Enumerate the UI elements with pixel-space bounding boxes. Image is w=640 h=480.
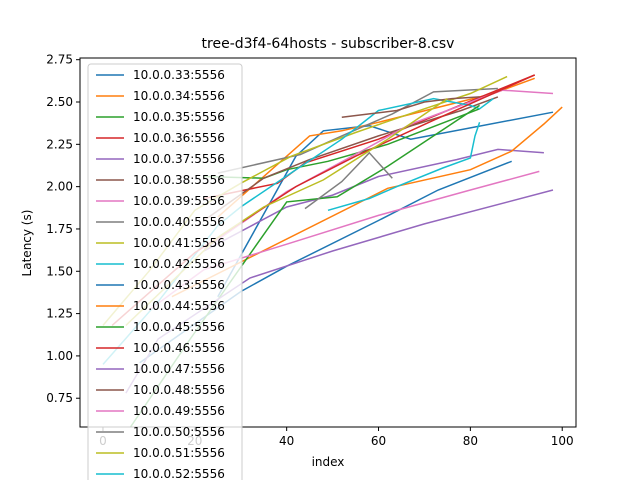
legend-entry: 10.0.0.38:5556 bbox=[133, 173, 225, 187]
series-line-20 bbox=[327, 122, 481, 212]
legend-entry: 10.0.0.41:5556 bbox=[133, 236, 225, 250]
legend-entry: 10.0.0.48:5556 bbox=[133, 383, 225, 397]
y-tick-label: 1.25 bbox=[46, 307, 73, 321]
legend-entry: 10.0.0.51:5556 bbox=[133, 446, 225, 460]
legend-entry: 10.0.0.36:5556 bbox=[133, 131, 225, 145]
legend-entry: 10.0.0.49:5556 bbox=[133, 404, 225, 418]
series-line-7 bbox=[203, 89, 554, 250]
x-tick-label: 80 bbox=[463, 434, 478, 448]
x-axis-label: index bbox=[312, 455, 345, 469]
legend-entry: 10.0.0.45:5556 bbox=[133, 320, 225, 334]
series-line-3 bbox=[203, 108, 480, 179]
chart-title: tree-d3f4-64hosts - subscriber-8.csv bbox=[202, 36, 455, 52]
y-axis-label: Latency (s) bbox=[20, 210, 34, 277]
legend-entry: 10.0.0.52:5556 bbox=[133, 467, 225, 480]
plot-frame bbox=[79, 57, 577, 428]
y-axis: 0.75 1.00 1.25 1.50 1.75 2.00 2.25 2.50 2.75 bbox=[46, 53, 80, 405]
series-line-12 bbox=[171, 106, 563, 298]
y-tick-label: 2.00 bbox=[46, 180, 73, 194]
series-line-6 bbox=[203, 96, 499, 222]
legend-entry: 10.0.0.46:5556 bbox=[133, 341, 225, 355]
y-tick-label: 2.50 bbox=[46, 95, 73, 109]
legend-entry: 10.0.0.40:5556 bbox=[133, 215, 225, 229]
series-line-8 bbox=[217, 87, 498, 174]
legend-entry: 10.0.0.43:5556 bbox=[133, 278, 225, 292]
x-tick-label: 60 bbox=[371, 434, 386, 448]
y-tick-label: 1.00 bbox=[46, 349, 73, 363]
y-tick-label: 2.75 bbox=[46, 53, 73, 67]
legend-entry: 10.0.0.44:5556 bbox=[133, 299, 225, 313]
legend-entry: 10.0.0.47:5556 bbox=[133, 362, 225, 376]
legend-entry: 10.0.0.35:5556 bbox=[133, 110, 225, 124]
legend-entry: 10.0.0.33:5556 bbox=[133, 68, 225, 82]
legend-entry: 10.0.0.39:5556 bbox=[133, 194, 225, 208]
y-tick-label: 0.75 bbox=[46, 391, 73, 405]
legend-box bbox=[87, 63, 243, 480]
x-tick-label: 40 bbox=[279, 434, 294, 448]
series-line-18 bbox=[304, 151, 393, 210]
y-tick-label: 1.75 bbox=[46, 222, 73, 236]
series-line-16 bbox=[341, 96, 480, 118]
legend-entry: 10.0.0.37:5556 bbox=[133, 152, 225, 166]
legend-entry: 10.0.0.42:5556 bbox=[133, 257, 225, 271]
legend-entry: 10.0.0.34:5556 bbox=[133, 89, 225, 103]
x-tick-label: 100 bbox=[551, 434, 574, 448]
legend-entry: 10.0.0.50:5556 bbox=[133, 425, 225, 439]
legend: 10.0.0.33:5556 10.0.0.34:5556 10.0.0.35:55… bbox=[87, 63, 243, 480]
y-tick-label: 1.50 bbox=[46, 264, 73, 278]
series-line-5 bbox=[203, 148, 544, 252]
y-tick-label: 2.25 bbox=[46, 137, 73, 151]
